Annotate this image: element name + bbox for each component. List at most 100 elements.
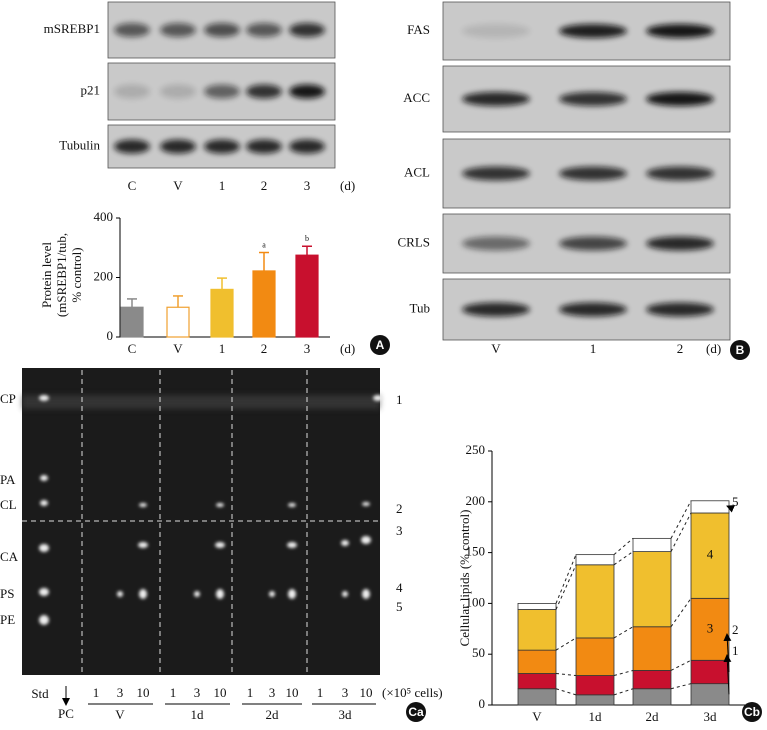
x-tick-label: 1	[219, 341, 226, 356]
badge-circle	[370, 335, 390, 355]
panel-badge: Cb	[742, 702, 762, 722]
x-tick-label: 2	[261, 341, 268, 356]
bar-segment	[690, 683, 730, 706]
tlc-spot	[362, 502, 370, 506]
tlc-spot	[287, 542, 297, 548]
tlc-right-label: 1	[396, 392, 403, 407]
tlc-lane: 1	[247, 685, 254, 700]
tlc-left-label: CP	[0, 391, 16, 406]
tlc-spot	[342, 591, 348, 597]
y-tick-label: 150	[466, 544, 486, 559]
tlc-spot	[39, 615, 49, 625]
lane-label: 1	[590, 341, 597, 356]
blot-band	[462, 302, 530, 317]
badge-label: Cb	[744, 705, 760, 719]
tlc-spot	[215, 542, 225, 548]
x-tick-label: 3	[304, 341, 311, 356]
connector	[555, 688, 577, 696]
y-tick-label: 200	[94, 268, 114, 283]
blot-band	[646, 302, 714, 317]
bar-segment	[575, 675, 615, 696]
blot-band	[646, 166, 714, 181]
connector	[555, 673, 577, 677]
series-label: 2	[732, 622, 739, 637]
tlc-spot	[117, 591, 123, 597]
tlc-unit: (×10⁵ cells)	[382, 685, 443, 700]
badge-circle	[406, 702, 426, 722]
blot-label: mSREBP1	[44, 21, 100, 36]
x-tick-label: 2d	[646, 709, 660, 724]
connector	[555, 564, 577, 610]
tlc-right-label: 2	[396, 501, 403, 516]
tlc-left-label: PA	[0, 472, 16, 487]
series-label: 1	[732, 643, 739, 658]
blot-band	[559, 24, 627, 38]
lane-unit: (d)	[340, 178, 355, 193]
blot-band	[289, 23, 325, 37]
bar-segment	[690, 597, 730, 661]
y-tick-label: 200	[466, 493, 486, 508]
x-unit: (d)	[340, 341, 355, 356]
badge-circle	[742, 702, 762, 722]
bar-segment	[575, 694, 615, 706]
panel-badge: Ca	[406, 702, 426, 722]
panel-badge: A	[370, 335, 390, 355]
bar	[120, 306, 144, 338]
connector	[613, 537, 634, 556]
tlc-lane: 1	[317, 685, 324, 700]
tlc-plate	[22, 368, 380, 675]
tlc-spot	[288, 503, 296, 507]
blot-band	[646, 24, 714, 38]
y-axis-label: Protein level	[39, 242, 54, 308]
blot-band	[246, 84, 282, 99]
blot-band	[114, 23, 150, 37]
y-tick-label: 100	[466, 594, 486, 609]
blot-band	[559, 166, 627, 181]
tlc-left-label: PS	[0, 586, 14, 601]
tlc-std: Std	[31, 686, 49, 701]
tlc-spot	[288, 589, 296, 599]
tlc-left-label: CA	[0, 549, 19, 564]
bar-segment	[517, 603, 557, 610]
bar-segment	[632, 688, 672, 706]
badge-label: A	[376, 338, 385, 352]
bar-segment	[575, 554, 615, 566]
blot-label: CRLS	[397, 234, 430, 249]
blot-band	[204, 84, 240, 99]
series-pointer	[726, 505, 736, 513]
tlc-lane: 1	[170, 685, 177, 700]
badge-label: B	[736, 343, 745, 357]
significance-label: a	[262, 240, 266, 249]
tlc-lane: 3	[194, 685, 201, 700]
tlc-group: 2d	[266, 707, 280, 722]
y-tick-label: 400	[94, 209, 114, 224]
tlc-spots	[39, 395, 383, 625]
tlc-lane: 10	[214, 685, 227, 700]
bar-segment	[575, 637, 615, 676]
lane-label: 1	[219, 178, 226, 193]
series-pointer	[723, 654, 732, 695]
bar-segment	[517, 649, 557, 674]
blot-band	[462, 236, 530, 251]
blot-band	[462, 24, 530, 38]
y-tick-label: 0	[107, 328, 114, 343]
x-tick-label: 3d	[704, 709, 718, 724]
bar	[295, 254, 319, 338]
series-label: 4	[707, 547, 714, 562]
tlc-spot	[139, 503, 147, 507]
blot-label: FAS	[407, 22, 430, 37]
bar-segment	[690, 500, 730, 514]
series-pointer	[723, 633, 732, 673]
bar-segment	[517, 688, 557, 706]
connector	[613, 688, 634, 696]
tlc-lane: 10	[360, 685, 373, 700]
x-tick-label: V	[532, 709, 542, 724]
badge-label: Ca	[408, 705, 424, 719]
bar	[210, 288, 234, 338]
blot-band	[246, 23, 282, 37]
y-tick-label: 250	[466, 442, 486, 457]
bar-segment	[632, 670, 672, 690]
panel-badge: B	[730, 340, 750, 360]
tlc-spot	[39, 588, 49, 596]
